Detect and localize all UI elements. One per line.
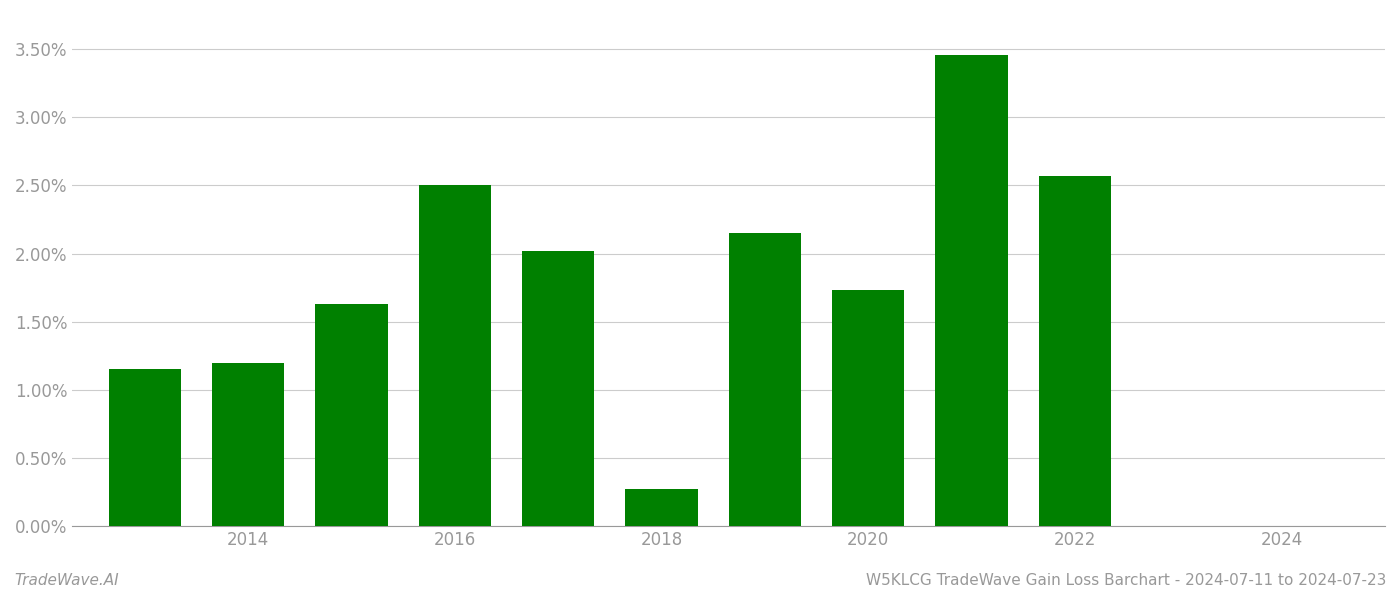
Bar	[1039, 176, 1112, 526]
Text: W5KLCG TradeWave Gain Loss Barchart - 2024-07-11 to 2024-07-23: W5KLCG TradeWave Gain Loss Barchart - 20…	[865, 573, 1386, 588]
Bar	[832, 290, 904, 526]
Text: TradeWave.AI: TradeWave.AI	[14, 573, 119, 588]
Bar	[419, 185, 491, 526]
Bar	[211, 362, 284, 526]
Bar	[109, 370, 181, 526]
Bar	[522, 251, 595, 526]
Bar	[626, 490, 697, 526]
Bar	[315, 304, 388, 526]
Bar	[728, 233, 801, 526]
Bar	[935, 55, 1008, 526]
